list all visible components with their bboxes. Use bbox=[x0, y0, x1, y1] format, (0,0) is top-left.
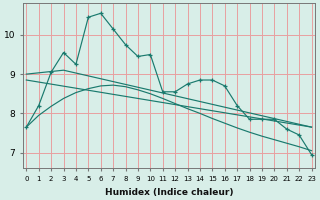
X-axis label: Humidex (Indice chaleur): Humidex (Indice chaleur) bbox=[105, 188, 233, 197]
